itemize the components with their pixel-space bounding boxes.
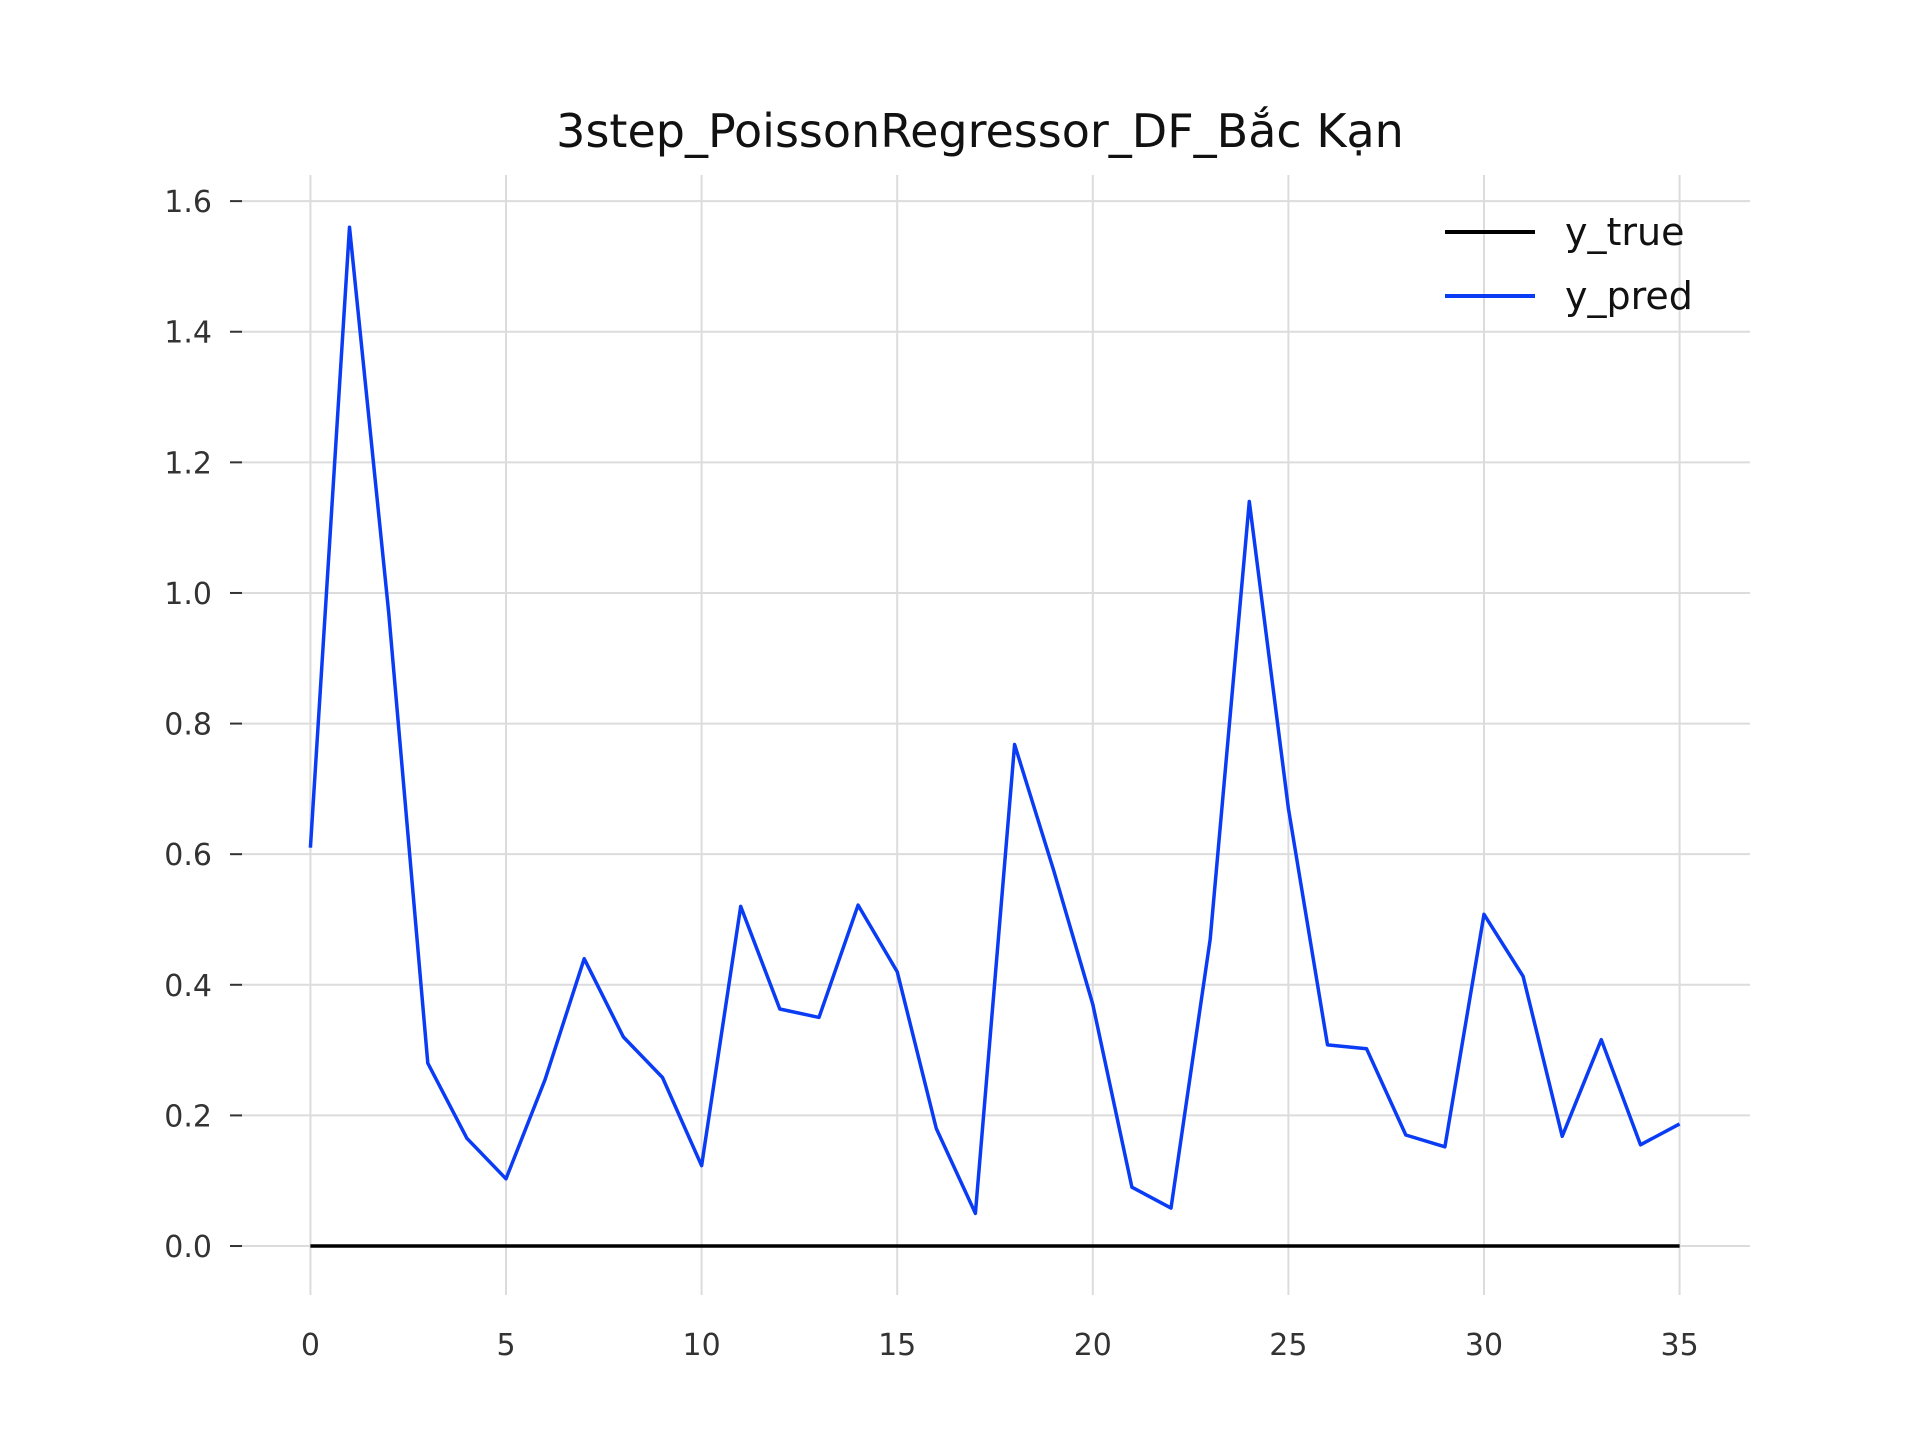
- chart-title: 3step_PoissonRegressor_DF_Bắc Kạn: [556, 104, 1404, 158]
- y-axis: 0.0 0.2 0.4 0.6 0.8 1.0 1.2 1.4 1.6: [164, 185, 242, 1265]
- series-lines: [308, 225, 1681, 1248]
- x-tick-label: 5: [496, 1328, 515, 1363]
- y-tick-label: 0.6: [164, 838, 212, 873]
- legend-label-y-pred: y_pred: [1565, 274, 1693, 318]
- x-tick-label: 35: [1660, 1328, 1698, 1363]
- x-tick-label: 0: [301, 1328, 320, 1363]
- series-line-y-pred: [308, 225, 1681, 1216]
- y-tick-label: 0.8: [164, 708, 212, 743]
- x-axis: 0 5 10 15 20 25 30 35: [301, 1328, 1699, 1363]
- x-tick-label: 10: [683, 1328, 721, 1363]
- y-tick-label: 1.0: [164, 577, 212, 612]
- y-tick-label: 0.4: [164, 969, 212, 1004]
- y-tick-label: 1.6: [164, 185, 212, 220]
- x-tick-label: 20: [1074, 1328, 1112, 1363]
- y-tick-label: 1.2: [164, 446, 212, 481]
- legend-label-y-true: y_true: [1565, 210, 1684, 254]
- grid-lines: [240, 175, 1750, 1295]
- y-tick-label: 0.0: [164, 1230, 212, 1265]
- x-tick-label: 25: [1269, 1328, 1307, 1363]
- x-tick-label: 30: [1465, 1328, 1503, 1363]
- x-tick-label: 15: [878, 1328, 916, 1363]
- legend: y_true y_pred: [1445, 210, 1693, 318]
- y-tick-label: 0.2: [164, 1099, 212, 1134]
- y-tick-label: 1.4: [164, 316, 212, 351]
